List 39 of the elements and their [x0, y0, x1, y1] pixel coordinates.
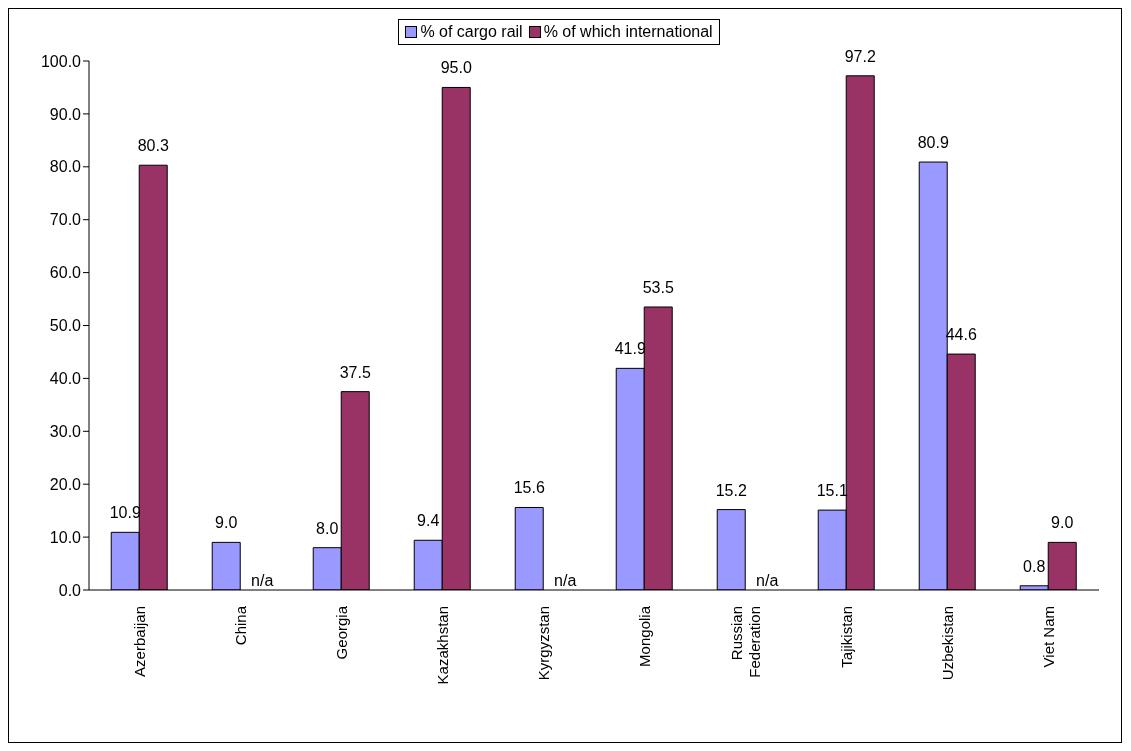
text: n/a: [251, 572, 274, 589]
data-label: 15.6: [513, 479, 545, 497]
x-tick-label: Azerbaijan: [130, 606, 148, 677]
data-label: 0.8: [1023, 557, 1046, 575]
data-label: 8.0: [316, 519, 339, 537]
data-label: 80.9: [917, 134, 949, 152]
y-tick-label: 10.0: [49, 528, 82, 546]
data-label: 80.3: [137, 137, 169, 155]
y-tick-label: 60.0: [49, 264, 82, 282]
x-tick-label: Russian Federation: [727, 606, 763, 678]
y-tick-label: 20.0: [49, 475, 82, 493]
data-label: 9.0: [215, 514, 238, 532]
data-label: 37.5: [339, 363, 371, 381]
data-label: 53.5: [642, 278, 674, 296]
data-label: 9.0: [1051, 514, 1074, 532]
y-tick-label: 100.0: [40, 52, 82, 70]
x-tick-label: Mongolia: [635, 605, 653, 667]
y-tick-label: 40.0: [49, 370, 82, 388]
data-label: 9.4: [417, 512, 440, 530]
x-tick-label: China: [231, 605, 249, 646]
y-tick-label: 70.0: [49, 211, 82, 229]
data-label: 95.0: [440, 59, 472, 77]
x-tick-label: Viet Nam: [1039, 606, 1057, 668]
y-tick-label: 30.0: [49, 422, 82, 440]
x-tick-label: Uzbekistan: [938, 606, 956, 681]
y-tick-label: 50.0: [49, 317, 82, 335]
legend-label: % of cargo rail: [419, 23, 523, 41]
y-tick-label: 90.0: [49, 105, 82, 123]
text: n/a: [554, 572, 577, 589]
x-tick-label: Kazakhstan: [433, 606, 451, 685]
x-tick-label: Kyrgyzstan: [534, 606, 552, 681]
y-tick-label: 80.0: [49, 158, 82, 176]
y-tick-label: 0.0: [58, 581, 82, 599]
data-label: 97.2: [844, 47, 876, 65]
legend-label: % of which international: [542, 23, 713, 41]
data-label: 15.2: [715, 481, 747, 499]
x-tick-label: Tajikistan: [837, 606, 855, 668]
x-tick-label: Georgia: [332, 605, 350, 660]
text: n/a: [756, 572, 779, 589]
